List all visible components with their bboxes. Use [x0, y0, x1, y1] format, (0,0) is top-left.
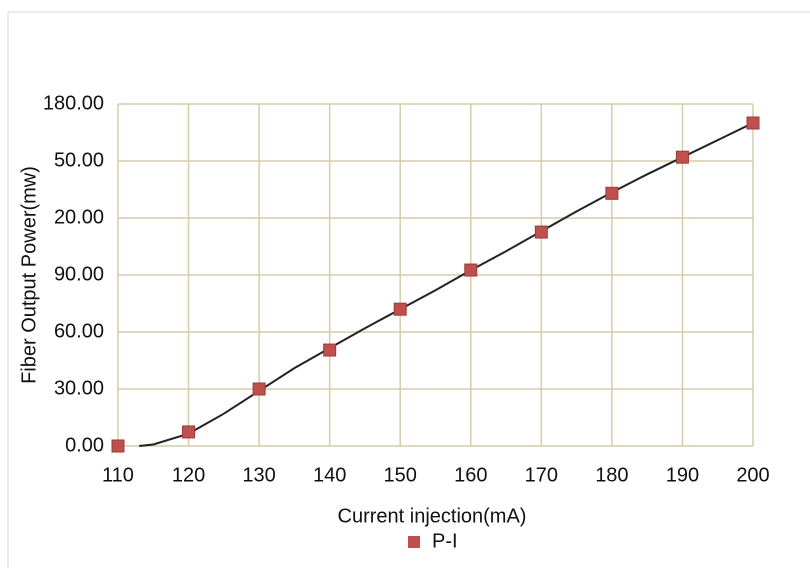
x-tick-label: 110 — [102, 464, 134, 486]
y-tick-label: 50.00 — [54, 149, 104, 171]
trendline — [139, 122, 754, 447]
y-tick-label: 20.00 — [54, 206, 104, 228]
marker — [252, 382, 266, 396]
y-tick-label: 0.00 — [65, 434, 104, 456]
x-tick-label: 120 — [172, 464, 205, 486]
x-tick-label: 130 — [242, 464, 275, 486]
x-tick-label: 190 — [666, 464, 699, 486]
chart-frame — [7, 11, 810, 573]
marker — [675, 150, 689, 164]
y-tick-label: 90.00 — [54, 263, 104, 285]
x-tick-label: 150 — [384, 464, 417, 486]
x-tick-label: 170 — [525, 464, 558, 486]
legend-marker — [408, 536, 420, 548]
marker — [746, 116, 760, 130]
y-axis-title: Fiber Output Power(mw) — [18, 166, 40, 384]
marker — [464, 263, 478, 277]
marker — [605, 186, 619, 200]
x-tick-label: 180 — [595, 464, 628, 486]
marker — [111, 439, 125, 453]
x-tick-label: 160 — [454, 464, 487, 486]
marker — [323, 343, 337, 357]
legend-label: P-I — [432, 530, 458, 552]
marker — [393, 302, 407, 316]
x-tick-label: 140 — [313, 464, 346, 486]
x-axis-title: Current injection(mA) — [338, 505, 527, 527]
x-tick-label: 200 — [736, 464, 769, 486]
y-tick-label: 180.00 — [43, 92, 104, 114]
marker — [534, 225, 548, 239]
marker — [182, 425, 196, 439]
y-tick-label: 30.00 — [54, 377, 104, 399]
y-tick-label: 60.00 — [54, 320, 104, 342]
